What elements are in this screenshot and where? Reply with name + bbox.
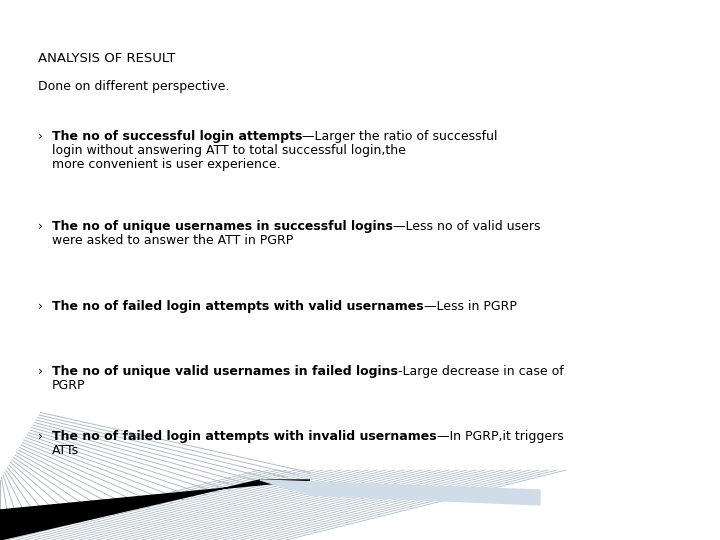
Polygon shape xyxy=(260,480,540,505)
Text: —Less in PGRP: —Less in PGRP xyxy=(423,300,516,313)
Text: —Larger the ratio of successful: —Larger the ratio of successful xyxy=(302,130,498,143)
Text: PGRP: PGRP xyxy=(52,379,86,392)
Text: Done on different perspective.: Done on different perspective. xyxy=(38,80,230,93)
Text: ANALYSIS OF RESULT: ANALYSIS OF RESULT xyxy=(38,52,176,65)
Text: The no of successful login attempts: The no of successful login attempts xyxy=(52,130,302,143)
Text: ATTs: ATTs xyxy=(52,444,79,457)
Text: ›: › xyxy=(38,365,47,378)
Text: The no of failed login attempts with valid usernames: The no of failed login attempts with val… xyxy=(52,300,423,313)
Text: -Large decrease in case of: -Large decrease in case of xyxy=(398,365,564,378)
Text: login without answering ATT to total successful login,the: login without answering ATT to total suc… xyxy=(52,144,406,157)
Text: The no of unique usernames in successful logins: The no of unique usernames in successful… xyxy=(52,220,393,233)
Text: ›: › xyxy=(38,130,47,143)
Text: were asked to answer the ATT in PGRP: were asked to answer the ATT in PGRP xyxy=(52,234,293,247)
Text: —In PGRP,it triggers: —In PGRP,it triggers xyxy=(436,430,563,443)
Text: more convenient is user experience.: more convenient is user experience. xyxy=(52,158,281,171)
Text: ›: › xyxy=(38,220,47,233)
Text: —Less no of valid users: —Less no of valid users xyxy=(393,220,541,233)
Text: The no of unique valid usernames in failed logins: The no of unique valid usernames in fail… xyxy=(52,365,398,378)
Text: ›: › xyxy=(38,430,47,443)
Text: The no of failed login attempts with invalid usernames: The no of failed login attempts with inv… xyxy=(52,430,436,443)
Polygon shape xyxy=(0,480,310,540)
Text: ›: › xyxy=(38,300,47,313)
